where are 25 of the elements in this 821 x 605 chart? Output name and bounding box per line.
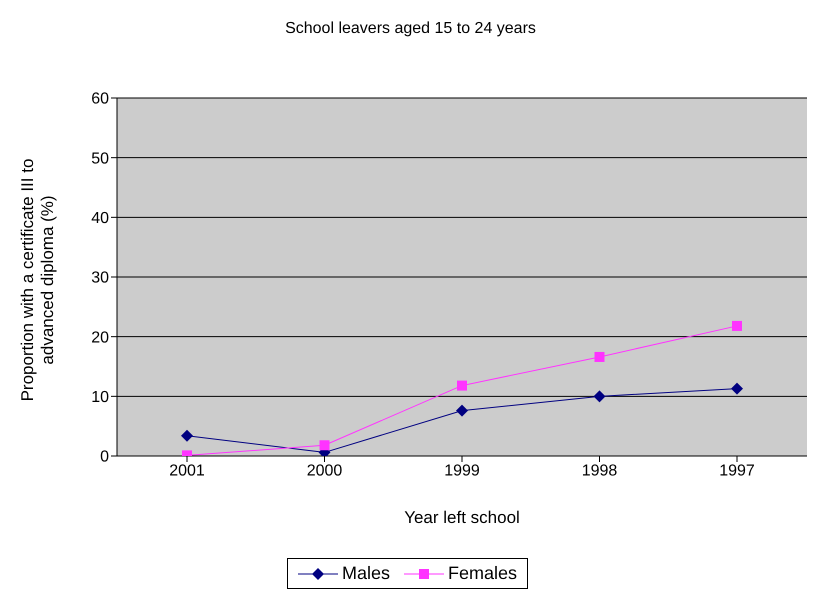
point bbox=[456, 404, 468, 417]
x-tick-label: 1999 bbox=[444, 462, 480, 480]
y-tick-label: 50 bbox=[91, 150, 110, 168]
y-tick-label: 40 bbox=[91, 210, 110, 228]
x-axis-title: Year left school bbox=[404, 508, 520, 528]
point bbox=[457, 380, 467, 391]
point bbox=[181, 430, 193, 442]
point bbox=[594, 390, 606, 402]
chart-title: School leavers aged 15 to 24 years bbox=[284, 20, 537, 38]
y-tick-label: 30 bbox=[91, 270, 110, 287]
x-tick-label: 1997 bbox=[719, 462, 755, 480]
y-tick-label: 10 bbox=[91, 389, 110, 406]
y-tick-label: 0 bbox=[100, 448, 110, 466]
y-axis-title: Proportion with a certificate III to advanced diploma (%) bbox=[18, 158, 58, 404]
y-tick-label: 60 bbox=[91, 90, 110, 108]
legend-label: Females bbox=[446, 563, 518, 584]
x-tick-label: 1998 bbox=[582, 462, 618, 480]
point bbox=[594, 352, 604, 362]
x-tick-label: 2001 bbox=[169, 462, 205, 480]
point bbox=[731, 382, 743, 395]
point bbox=[320, 440, 330, 450]
y-tick-label: 20 bbox=[91, 329, 110, 346]
point bbox=[732, 320, 742, 331]
legend-label: Males bbox=[340, 563, 390, 584]
x-tick-label: 2000 bbox=[306, 462, 342, 480]
